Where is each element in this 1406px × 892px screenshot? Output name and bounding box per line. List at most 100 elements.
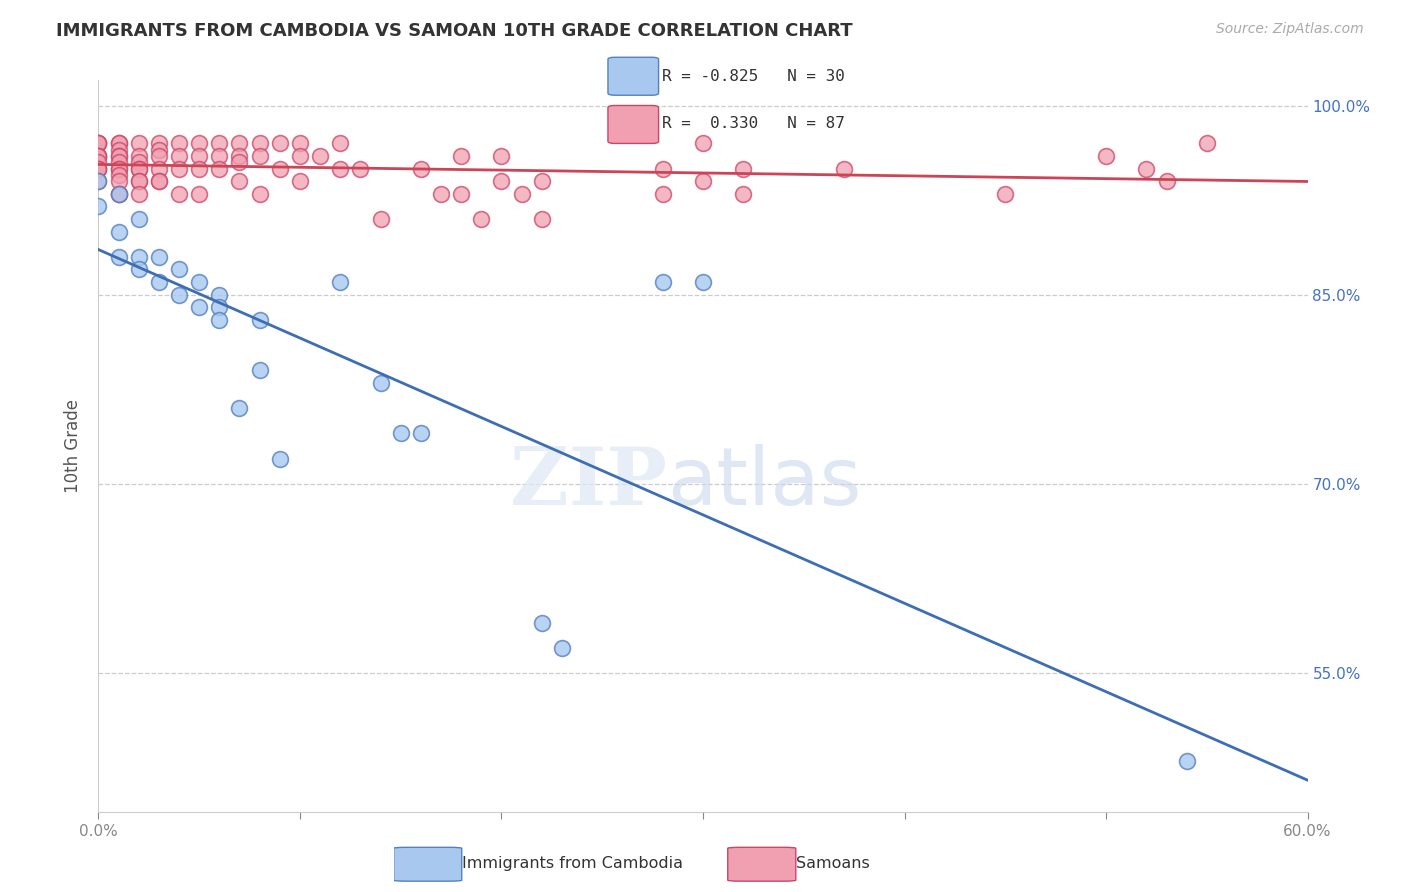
Point <box>733 161 755 176</box>
Point <box>107 149 129 163</box>
Point <box>288 149 311 163</box>
Point <box>188 161 211 176</box>
Point <box>107 155 129 169</box>
Point <box>208 161 231 176</box>
Point <box>329 275 352 289</box>
Point <box>107 186 129 201</box>
Point <box>249 149 271 163</box>
Point <box>228 401 250 416</box>
Point <box>269 161 291 176</box>
Y-axis label: 10th Grade: 10th Grade <box>65 399 83 493</box>
FancyBboxPatch shape <box>607 105 658 144</box>
Point <box>107 136 129 151</box>
Point <box>107 143 129 157</box>
Point <box>87 155 110 169</box>
Point <box>510 186 533 201</box>
Text: R = -0.825   N = 30: R = -0.825 N = 30 <box>662 69 845 84</box>
Point <box>87 161 110 176</box>
Point <box>692 136 714 151</box>
Point <box>188 186 211 201</box>
Point <box>87 149 110 163</box>
Point <box>651 275 673 289</box>
Point <box>208 287 231 301</box>
Point <box>228 155 250 169</box>
Point <box>87 174 110 188</box>
Point <box>228 149 250 163</box>
Point <box>249 136 271 151</box>
Text: Samoans: Samoans <box>796 855 869 871</box>
Point <box>167 186 190 201</box>
Point <box>389 426 412 441</box>
Point <box>228 174 250 188</box>
Point <box>370 376 392 390</box>
Text: IMMIGRANTS FROM CAMBODIA VS SAMOAN 10TH GRADE CORRELATION CHART: IMMIGRANTS FROM CAMBODIA VS SAMOAN 10TH … <box>56 22 853 40</box>
Point <box>128 186 150 201</box>
Point <box>107 225 129 239</box>
Point <box>832 161 855 176</box>
Point <box>87 136 110 151</box>
Point <box>188 300 211 314</box>
Point <box>107 250 129 264</box>
Point <box>409 426 432 441</box>
Point <box>148 174 170 188</box>
Point <box>651 186 673 201</box>
Point <box>107 186 129 201</box>
Point <box>269 136 291 151</box>
Point <box>107 168 129 182</box>
Point <box>208 149 231 163</box>
Point <box>208 313 231 327</box>
Point <box>249 363 271 377</box>
Point <box>128 212 150 227</box>
Point <box>87 149 110 163</box>
Point <box>450 186 472 201</box>
Point <box>148 174 170 188</box>
Point <box>87 149 110 163</box>
Point <box>148 143 170 157</box>
Point <box>491 174 513 188</box>
Point <box>87 174 110 188</box>
Point <box>288 174 311 188</box>
Point <box>692 275 714 289</box>
Point <box>530 212 553 227</box>
Point <box>530 174 553 188</box>
Point <box>288 136 311 151</box>
Point <box>107 186 129 201</box>
Point <box>128 174 150 188</box>
Point <box>692 174 714 188</box>
Point <box>188 136 211 151</box>
Point <box>249 186 271 201</box>
Point <box>128 250 150 264</box>
Point <box>107 174 129 188</box>
Point <box>128 262 150 277</box>
Text: Source: ZipAtlas.com: Source: ZipAtlas.com <box>1216 22 1364 37</box>
Point <box>128 149 150 163</box>
Point <box>208 300 231 314</box>
Text: Immigrants from Cambodia: Immigrants from Cambodia <box>461 855 683 871</box>
Point <box>409 161 432 176</box>
Point <box>148 161 170 176</box>
Point <box>349 161 371 176</box>
Point <box>167 262 190 277</box>
Point <box>188 275 211 289</box>
Point <box>107 149 129 163</box>
FancyBboxPatch shape <box>607 57 658 95</box>
Point <box>1095 149 1118 163</box>
Point <box>249 313 271 327</box>
Point <box>148 275 170 289</box>
Point <box>733 186 755 201</box>
Point <box>309 149 332 163</box>
Point <box>87 199 110 213</box>
Text: atlas: atlas <box>666 443 860 522</box>
Point <box>167 149 190 163</box>
Point <box>87 136 110 151</box>
Point <box>269 451 291 466</box>
Point <box>128 174 150 188</box>
FancyBboxPatch shape <box>394 847 461 881</box>
Point <box>87 136 110 151</box>
Point <box>491 149 513 163</box>
Point <box>167 136 190 151</box>
Point <box>87 161 110 176</box>
Point <box>148 136 170 151</box>
Point <box>167 161 190 176</box>
Point <box>87 161 110 176</box>
